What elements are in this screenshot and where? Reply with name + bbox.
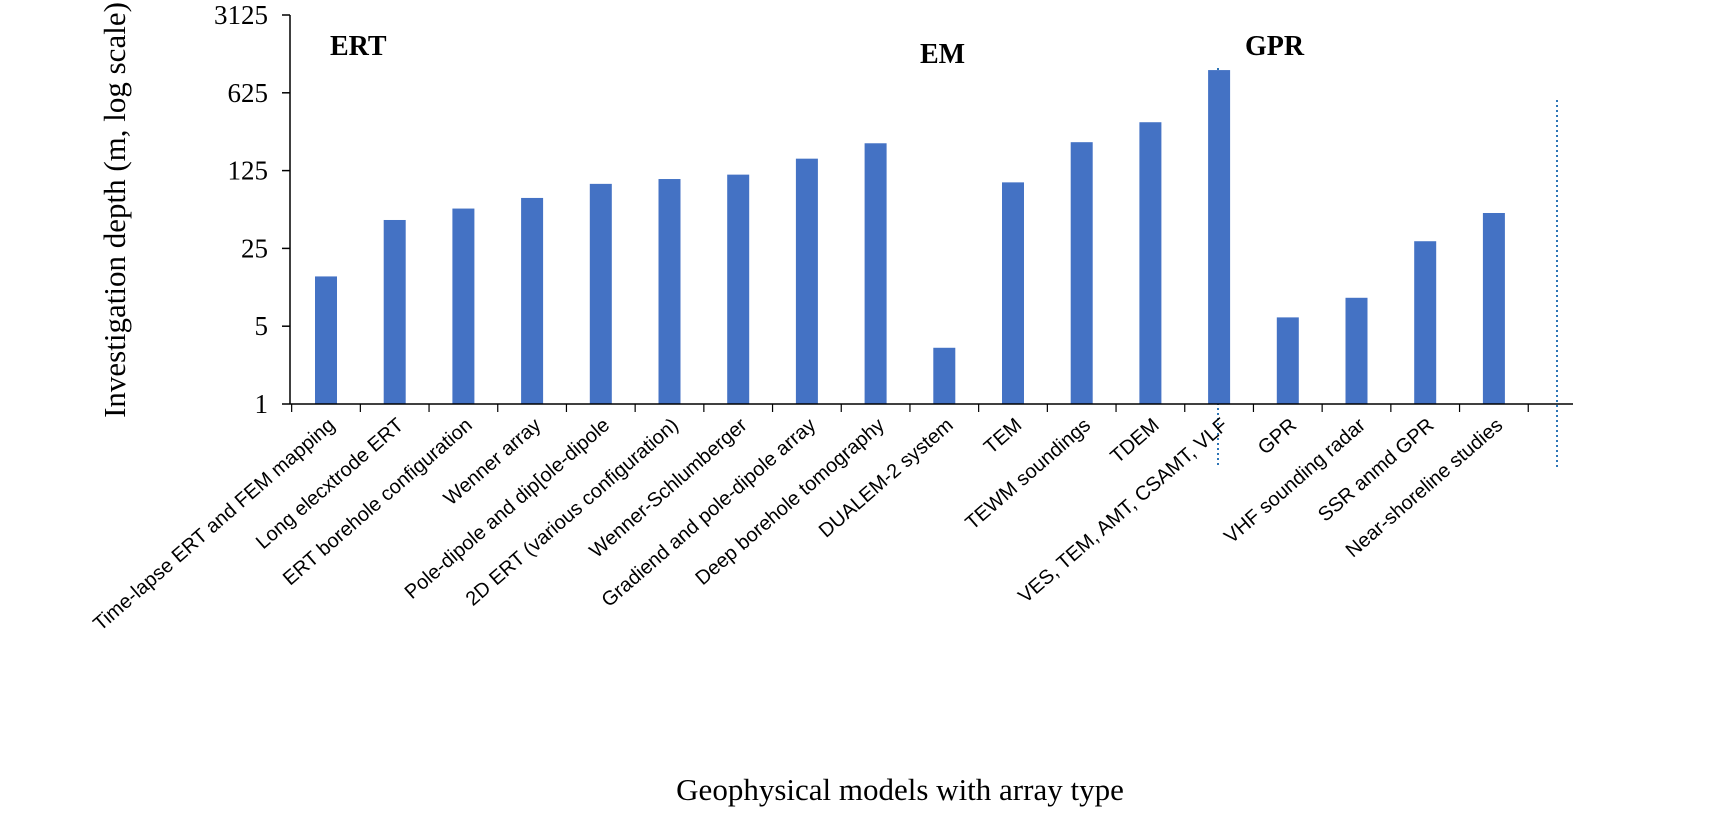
x-axis-label: Geophysical models with array type: [676, 772, 1124, 807]
bar: [383, 219, 406, 404]
bar: [589, 183, 612, 404]
bars: [315, 70, 1505, 405]
bar: [1345, 297, 1368, 404]
bar: [795, 158, 818, 404]
bar: [1139, 122, 1162, 404]
bar: [933, 347, 956, 404]
y-tick-label: 125: [228, 156, 269, 186]
y-tick-label: 25: [241, 233, 268, 263]
group-label: GPR: [1245, 31, 1305, 62]
y-tick-label: 1: [255, 389, 269, 419]
x-tick-label: TEM: [980, 414, 1026, 458]
y-axis-label: Investigation depth (m, log scale): [97, 2, 132, 418]
x-tick-label: SSR anmd GPR: [1314, 414, 1438, 526]
bar: [1276, 317, 1299, 404]
bar: [452, 208, 475, 404]
y-tick-label: 5: [255, 311, 269, 341]
x-tick-label: TEWM soundings: [961, 414, 1095, 534]
bar: [864, 143, 887, 404]
bar: [727, 174, 750, 404]
axes: [282, 14, 1573, 412]
bar: [521, 197, 544, 404]
group-label: EM: [920, 39, 965, 70]
group-dividers: [1217, 68, 1558, 468]
bar: [1002, 182, 1024, 404]
y-tick-label: 3125: [214, 0, 268, 30]
x-tick-label: GPR: [1254, 414, 1301, 459]
group-labels: ERT EM GPR: [330, 31, 1305, 70]
x-tick-label: TDEM: [1106, 414, 1163, 468]
bar: [1414, 241, 1437, 404]
bar: [1482, 212, 1505, 404]
group-label: ERT: [330, 31, 387, 62]
y-tick-label: 625: [228, 78, 269, 108]
bar: [658, 179, 681, 404]
x-tick-label: Time-lapse ERT and FEM mapping: [89, 414, 339, 635]
bar: [315, 276, 337, 404]
bar: [1208, 70, 1231, 405]
bar: [1070, 142, 1093, 405]
x-tick-label: DUALEM-2 system: [815, 414, 958, 542]
y-tick-labels: 1 5 25 125 625 3125: [214, 0, 268, 419]
